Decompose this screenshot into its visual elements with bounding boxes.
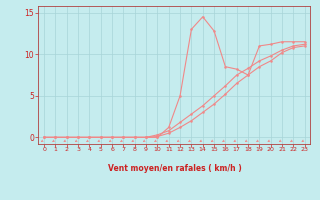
X-axis label: Vent moyen/en rafales ( km/h ): Vent moyen/en rafales ( km/h ) xyxy=(108,164,241,173)
